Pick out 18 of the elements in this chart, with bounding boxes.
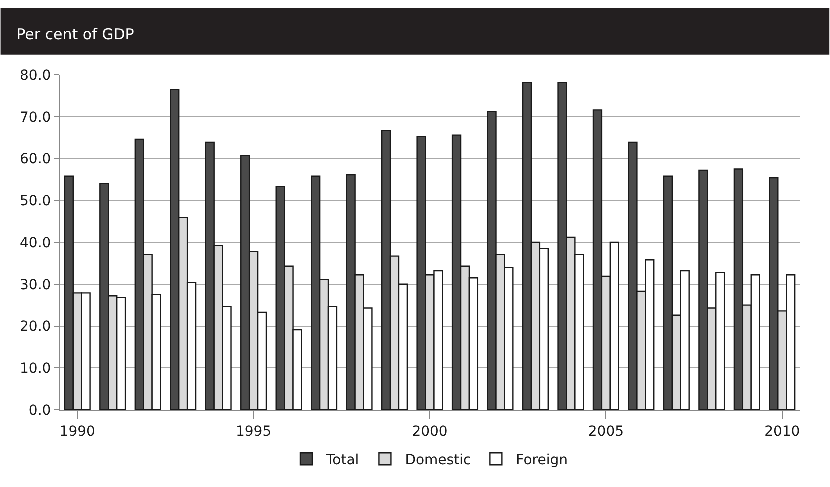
legend-label: Foreign (516, 452, 568, 469)
y-tick-label: 30.0 (20, 277, 52, 294)
x-tick-label: 2000 (412, 424, 448, 440)
x-tick-label: 1995 (236, 424, 272, 440)
y-tick-label: 50.0 (20, 194, 52, 210)
y-tick-label: 40.0 (20, 235, 52, 252)
x-tick-label: 1990 (60, 424, 96, 440)
y-tick-label: 80.0 (20, 68, 52, 84)
y-tick-label: 60.0 (20, 152, 52, 168)
y-tick-label: 20.0 (20, 319, 52, 336)
y-tick-label: 0.0 (28, 402, 52, 419)
x-tick-label: 2010 (764, 424, 800, 440)
legend-label: Domestic (405, 452, 472, 469)
y-tick-label: 10.0 (20, 361, 52, 378)
y-tick-label: 70.0 (20, 110, 52, 126)
chart-title: Per cent of GDP (16, 25, 134, 44)
legend-label: Total (326, 452, 360, 469)
x-tick-label: 2005 (588, 424, 624, 440)
